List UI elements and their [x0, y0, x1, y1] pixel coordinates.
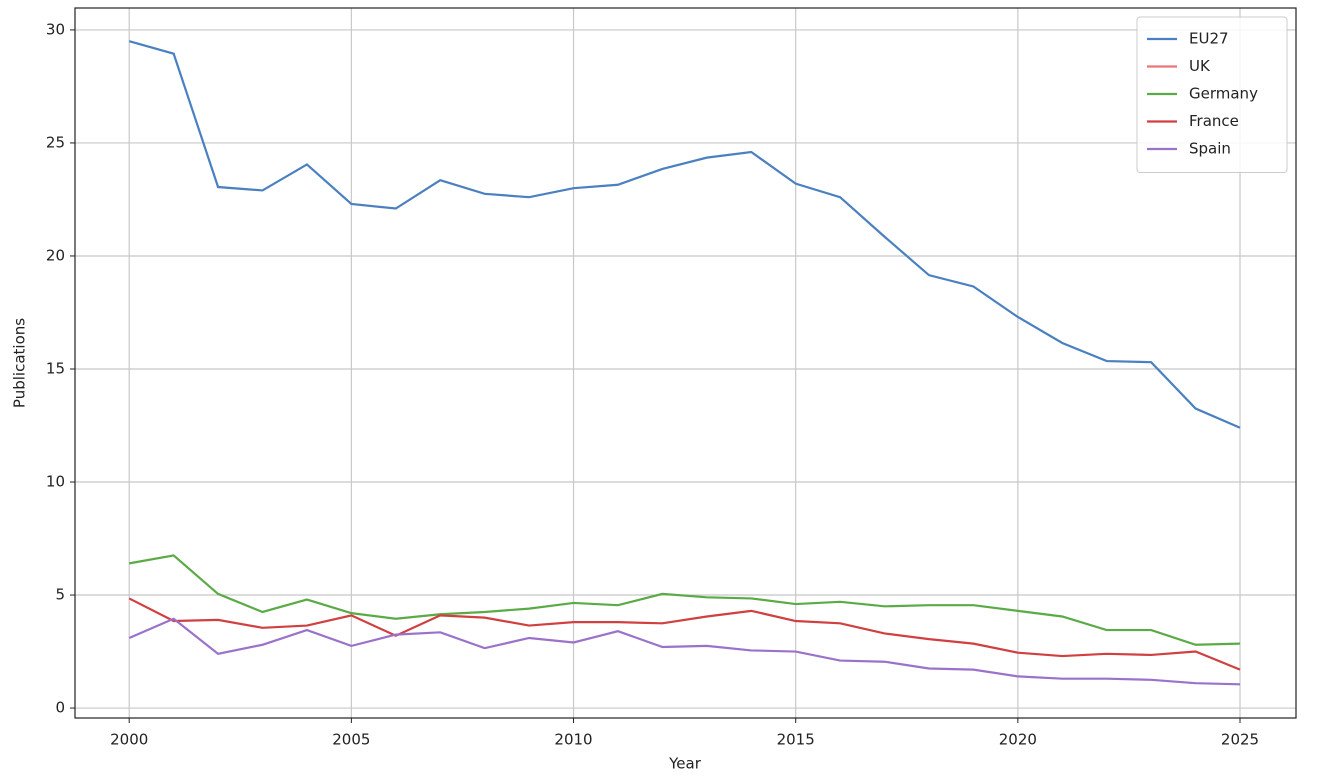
- x-tick-label: 2000: [110, 731, 148, 749]
- legend-label: France: [1189, 112, 1239, 130]
- x-tick-label: 2025: [1221, 731, 1259, 749]
- legend-label: Spain: [1189, 140, 1231, 158]
- series-line: [128, 617, 1241, 686]
- legend-label: UK: [1189, 57, 1211, 75]
- x-tick-label: 2020: [999, 731, 1037, 749]
- series-line: [128, 40, 1241, 429]
- series-line: [128, 597, 1241, 671]
- x-axis-label: Year: [668, 755, 702, 773]
- y-tick-label: 10: [46, 473, 65, 491]
- x-tick-label: 2015: [777, 731, 815, 749]
- legend: EU27 UK Germany France Spain: [1136, 16, 1288, 173]
- y-tick-label: 30: [46, 20, 65, 38]
- legend-label: Germany: [1189, 85, 1258, 103]
- y-axis-label: Publications: [11, 318, 29, 408]
- y-tick-label: 25: [46, 133, 65, 151]
- x-tick-label: 2010: [554, 731, 592, 749]
- y-tick-label: 0: [55, 699, 65, 717]
- series-line: [129, 554, 1241, 646]
- legend-label: EU27: [1189, 30, 1229, 48]
- plot-frame: [74, 7, 1297, 719]
- y-tick-label: 20: [46, 246, 65, 264]
- legend-box: [1136, 16, 1288, 173]
- x-tick-label: 2005: [332, 731, 370, 749]
- y-tick-label: 15: [46, 359, 65, 377]
- y-tick-label: 5: [55, 586, 65, 604]
